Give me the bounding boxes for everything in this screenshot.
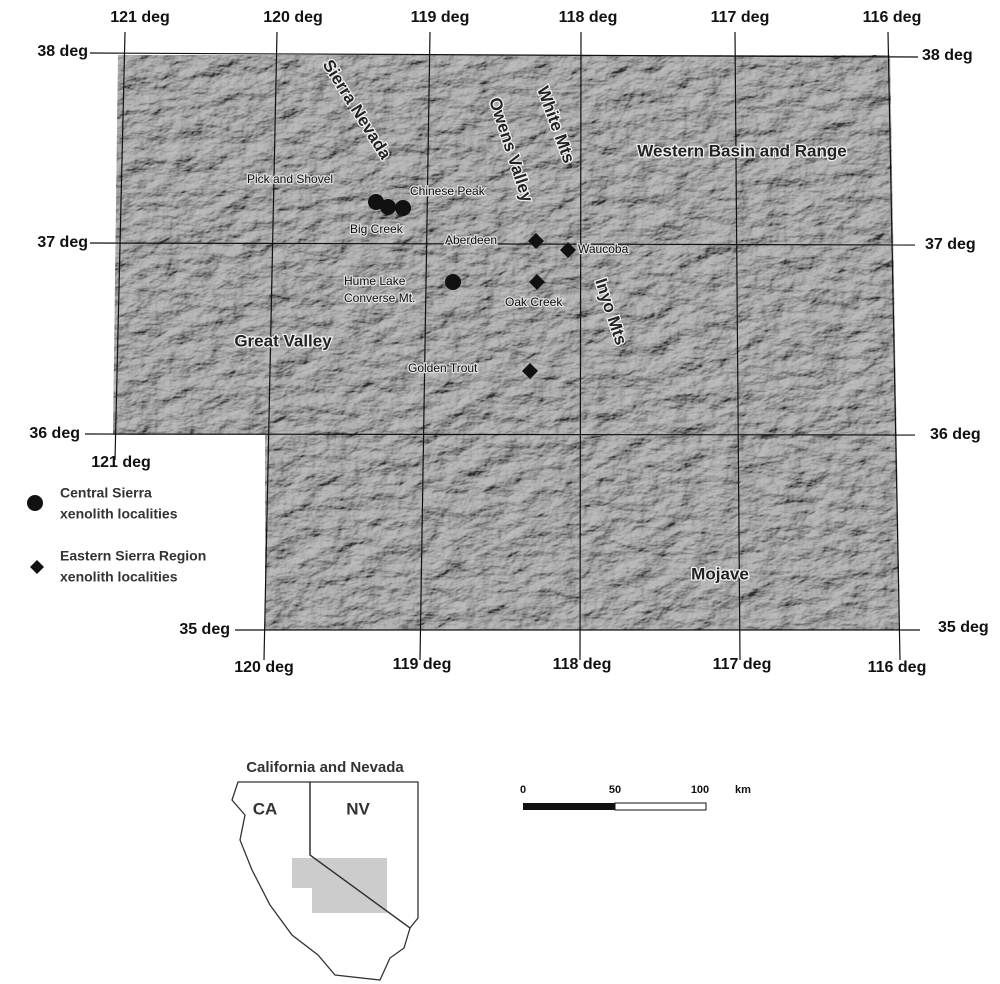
- locality-label: Chinese Peak: [410, 184, 486, 198]
- lon-label: 117 deg: [713, 656, 772, 673]
- locality-label: Converse Mt.: [344, 291, 415, 305]
- legend-diamond: [30, 560, 44, 574]
- inset-label: CA: [253, 799, 278, 818]
- lon-label: 121 deg: [110, 9, 170, 26]
- locality-label: Waucoba: [578, 242, 629, 256]
- lat-label: 35 deg: [938, 619, 989, 636]
- lat-label: 35 deg: [179, 621, 230, 638]
- lon-label: 121 deg: [91, 454, 151, 471]
- legend-circle: [27, 495, 43, 511]
- lat-label: 38 deg: [37, 43, 88, 60]
- locality-label: Big Creek: [350, 222, 404, 236]
- lat-label: 36 deg: [930, 426, 981, 443]
- inset-label: NV: [346, 799, 370, 818]
- inset-map: California and Nevada CA NV: [232, 759, 418, 980]
- lon-label: 116 deg: [868, 659, 927, 676]
- scale-unit: km: [735, 784, 751, 796]
- central-marker: [380, 199, 396, 215]
- legend-text: xenolith localities: [60, 569, 178, 585]
- lat-label: 37 deg: [37, 234, 88, 251]
- scale-bar: 0 50 100 km: [520, 784, 751, 810]
- lon-label: 116 deg: [863, 9, 922, 26]
- central-marker: [395, 200, 411, 216]
- legend-text: xenolith localities: [60, 506, 178, 522]
- central-marker: [445, 274, 461, 290]
- lat-label: 38 deg: [922, 47, 973, 64]
- map-figure: 121 deg 120 deg 119 deg 118 deg 117 deg …: [0, 0, 1000, 984]
- lon-label: 118 deg: [553, 656, 612, 673]
- lon-label: 118 deg: [559, 9, 618, 26]
- scale-label: 100: [691, 784, 709, 796]
- scale-segment: [615, 803, 706, 810]
- inset-title: California and Nevada: [246, 759, 404, 776]
- lon-label: 119 deg: [411, 9, 470, 26]
- lon-label: 117 deg: [711, 9, 770, 26]
- region-label: Great Valley: [234, 331, 332, 350]
- lon-label: 119 deg: [393, 656, 452, 673]
- region-label: Western Basin and Range: [637, 141, 846, 160]
- locality-label: Golden Trout: [408, 361, 478, 375]
- lat-label: 36 deg: [29, 425, 80, 442]
- region-label: Mojave: [691, 564, 749, 583]
- legend: Central Sierra xenolith localities Easte…: [27, 485, 206, 585]
- scale-label: 50: [609, 784, 621, 796]
- legend-text: Central Sierra: [60, 485, 152, 501]
- locality-label: Hume Lake: [344, 274, 406, 288]
- legend-text: Eastern Sierra Region: [60, 548, 206, 564]
- study-area: [292, 858, 387, 913]
- scale-segment: [523, 803, 615, 810]
- lon-label: 120 deg: [263, 9, 323, 26]
- locality-label: Oak Creek: [505, 295, 563, 309]
- lon-label: 120 deg: [234, 659, 294, 676]
- lat-label: 37 deg: [925, 236, 976, 253]
- locality-label: Pick and Shovel: [247, 172, 333, 186]
- locality-label: Aberdeen: [445, 233, 497, 247]
- scale-label: 0: [520, 784, 526, 796]
